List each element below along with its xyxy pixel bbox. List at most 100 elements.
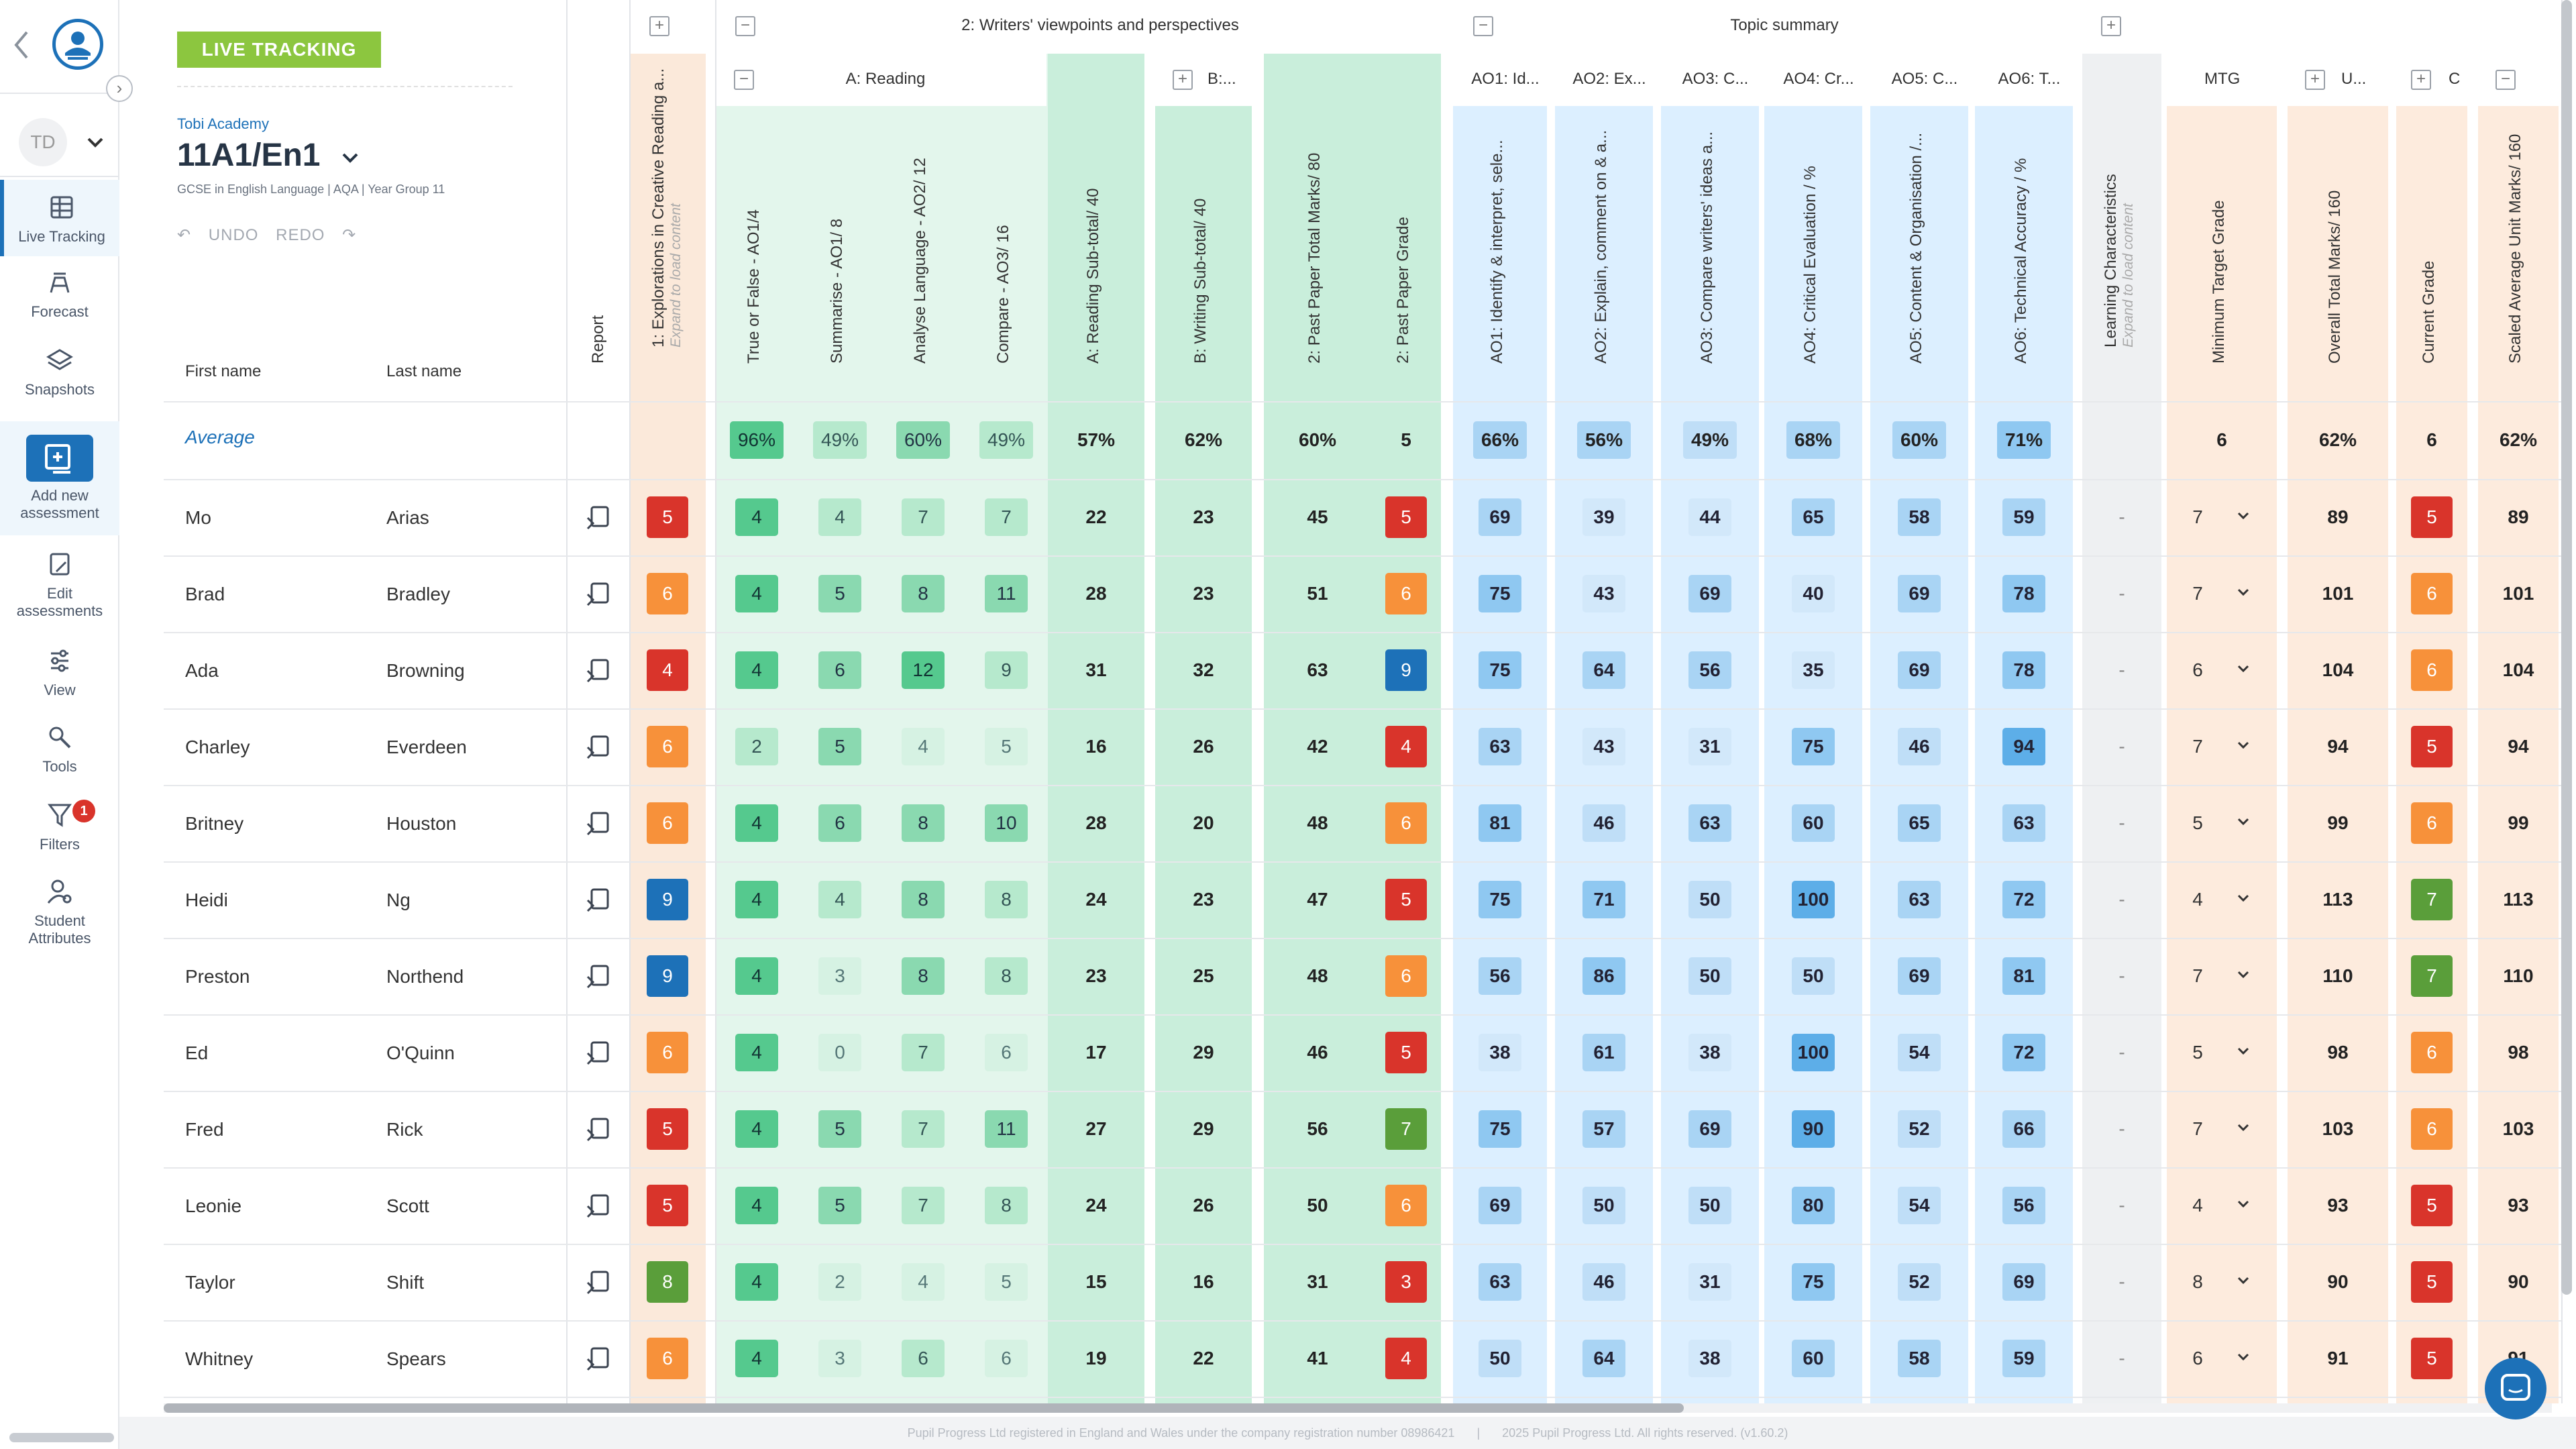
- cell-rsub[interactable]: 28: [1048, 555, 1144, 632]
- cell-wsub[interactable]: 23: [1155, 555, 1252, 632]
- cell-tf[interactable]: 4: [715, 1244, 798, 1320]
- collapse-icon[interactable]: −: [735, 16, 755, 36]
- last-name-cell[interactable]: Northend: [386, 966, 464, 987]
- table-row[interactable]: Whitney Spears 6 4 3 6 6 19 22 41 4 50 64 38 60 58 59-6 9…: [0, 1320, 2576, 1397]
- table-row[interactable]: Taylor Shift 8 4 2 4 5 15 16 31 3 63 46 31 75 52 69 - 8 90 5…: [0, 1244, 2576, 1320]
- cell-lc[interactable]: -: [2082, 785, 2161, 861]
- cell-rsub[interactable]: 19: [1048, 1320, 1144, 1397]
- expand-icon[interactable]: +: [2305, 70, 2325, 90]
- cell-ppg[interactable]: 5: [1371, 1014, 1441, 1091]
- cell-g1[interactable]: 6: [629, 555, 706, 632]
- cell-comp[interactable]: 8: [965, 938, 1048, 1014]
- column-header-summ[interactable]: Summarise - AO1/ 8: [828, 107, 868, 382]
- cell-summ[interactable]: 2: [798, 1244, 881, 1320]
- cell-comp[interactable]: 11: [965, 1091, 1048, 1167]
- cell-ao6[interactable]: 72: [1975, 861, 2073, 938]
- cell-rsub[interactable]: 27: [1048, 1091, 1144, 1167]
- nav-student-attributes[interactable]: Student Attributes: [0, 876, 119, 947]
- first-name-cell[interactable]: Leonie: [185, 1195, 242, 1216]
- report-icon[interactable]: [585, 580, 612, 606]
- last-name-cell[interactable]: Shift: [386, 1272, 425, 1293]
- report-icon[interactable]: [585, 962, 612, 989]
- cell-ao1[interactable]: 56: [1453, 938, 1547, 1014]
- cell-ppt[interactable]: 47: [1264, 861, 1371, 938]
- cell-ao6[interactable]: 66: [1975, 1091, 2073, 1167]
- collapse-icon[interactable]: −: [2496, 70, 2516, 90]
- cell-current[interactable]: 5: [2396, 479, 2467, 555]
- cell-wsub[interactable]: 29: [1155, 1014, 1252, 1091]
- cell-g1[interactable]: 5: [629, 479, 706, 555]
- cell-ao3[interactable]: 38: [1661, 1320, 1759, 1397]
- column-header-wsub[interactable]: B: Writing Sub-total/ 40: [1191, 107, 1232, 382]
- cell-ppg[interactable]: 6: [1371, 785, 1441, 861]
- cell-ao6[interactable]: 59: [1975, 479, 2073, 555]
- cell-scaled[interactable]: 98: [2478, 1014, 2559, 1091]
- cell-ao6[interactable]: 78: [1975, 555, 2073, 632]
- expand-icon[interactable]: +: [649, 16, 669, 36]
- column-header-ppt[interactable]: 2: Past Paper Total Marks/ 80: [1305, 107, 1346, 382]
- app-logo-icon[interactable]: [52, 19, 103, 70]
- cell-ao3[interactable]: 63: [1661, 785, 1759, 861]
- cell-summ[interactable]: 4: [798, 479, 881, 555]
- cell-lc[interactable]: -: [2082, 1244, 2161, 1320]
- cell-tf[interactable]: 4: [715, 1091, 798, 1167]
- avatar[interactable]: TD: [19, 118, 67, 166]
- chevron-down-icon[interactable]: [2235, 889, 2251, 910]
- first-name-cell[interactable]: Taylor: [185, 1272, 235, 1293]
- cell-g1[interactable]: 5: [629, 1167, 706, 1244]
- cell-lc[interactable]: -: [2082, 861, 2161, 938]
- cell-g1[interactable]: 6: [629, 708, 706, 785]
- report-icon[interactable]: [585, 656, 612, 683]
- cell-comp[interactable]: 9: [965, 632, 1048, 708]
- cell-lang[interactable]: 12: [881, 632, 965, 708]
- cell-summ[interactable]: 5: [798, 1167, 881, 1244]
- cell-lang[interactable]: 7: [881, 1014, 965, 1091]
- cell-ao3[interactable]: 50: [1661, 1167, 1759, 1244]
- nav-live-tracking[interactable]: Live Tracking: [0, 180, 119, 256]
- cell-ao5[interactable]: 69: [1870, 632, 1968, 708]
- cell-ao4[interactable]: 50: [1764, 938, 1862, 1014]
- cell-mtg[interactable]: 7: [2167, 938, 2277, 1014]
- chevron-down-icon[interactable]: [2235, 1271, 2251, 1293]
- chevron-down-icon[interactable]: [2235, 1348, 2251, 1369]
- cell-ao4[interactable]: 60: [1764, 1320, 1862, 1397]
- last-name-cell[interactable]: Rick: [386, 1119, 423, 1140]
- cell-g1[interactable]: 8: [629, 1244, 706, 1320]
- cell-summ[interactable]: 3: [798, 1320, 881, 1397]
- cell-ppg[interactable]: 5: [1371, 479, 1441, 555]
- last-name-cell[interactable]: Scott: [386, 1195, 429, 1216]
- cell-lang[interactable]: 7: [881, 1091, 965, 1167]
- cell-wsub[interactable]: 20: [1155, 785, 1252, 861]
- cell-scaled[interactable]: 104: [2478, 632, 2559, 708]
- cell-comp[interactable]: 5: [965, 708, 1048, 785]
- cell-ao3[interactable]: 50: [1661, 861, 1759, 938]
- cell-ao2[interactable]: 50: [1555, 1167, 1653, 1244]
- cell-mtg[interactable]: 4: [2167, 1167, 2277, 1244]
- nav-tools[interactable]: Tools: [0, 722, 119, 775]
- cell-scaled[interactable]: 113: [2478, 861, 2559, 938]
- cell-overall[interactable]: 98: [2288, 1014, 2388, 1091]
- cell-ppt[interactable]: 31: [1264, 1244, 1371, 1320]
- cell-current[interactable]: 6: [2396, 555, 2467, 632]
- cell-ppt[interactable]: 42: [1264, 708, 1371, 785]
- cell-scaled[interactable]: 94: [2478, 708, 2559, 785]
- cell-summ[interactable]: 4: [798, 861, 881, 938]
- cell-rsub[interactable]: 17: [1048, 1014, 1144, 1091]
- cell-tf[interactable]: 4: [715, 1167, 798, 1244]
- cell-ppt[interactable]: 63: [1264, 632, 1371, 708]
- cell-ao4[interactable]: 35: [1764, 632, 1862, 708]
- cell-rsub[interactable]: 23: [1048, 938, 1144, 1014]
- cell-lang[interactable]: 8: [881, 555, 965, 632]
- cell-overall[interactable]: 89: [2288, 479, 2388, 555]
- cell-current[interactable]: 5: [2396, 1320, 2467, 1397]
- expand-icon[interactable]: +: [2411, 70, 2431, 90]
- undo-icon[interactable]: ↶: [177, 226, 192, 244]
- cell-ppg[interactable]: 3: [1371, 1244, 1441, 1320]
- first-name-cell[interactable]: Fred: [185, 1119, 224, 1140]
- column-header-ao2[interactable]: AO2: Explain, comment on & a...: [1592, 107, 1632, 382]
- chevron-down-icon[interactable]: [2235, 506, 2251, 528]
- chevron-down-icon[interactable]: [2235, 736, 2251, 757]
- cell-lang[interactable]: 4: [881, 708, 965, 785]
- cell-rsub[interactable]: 22: [1048, 479, 1144, 555]
- last-name-cell[interactable]: Houston: [386, 813, 457, 834]
